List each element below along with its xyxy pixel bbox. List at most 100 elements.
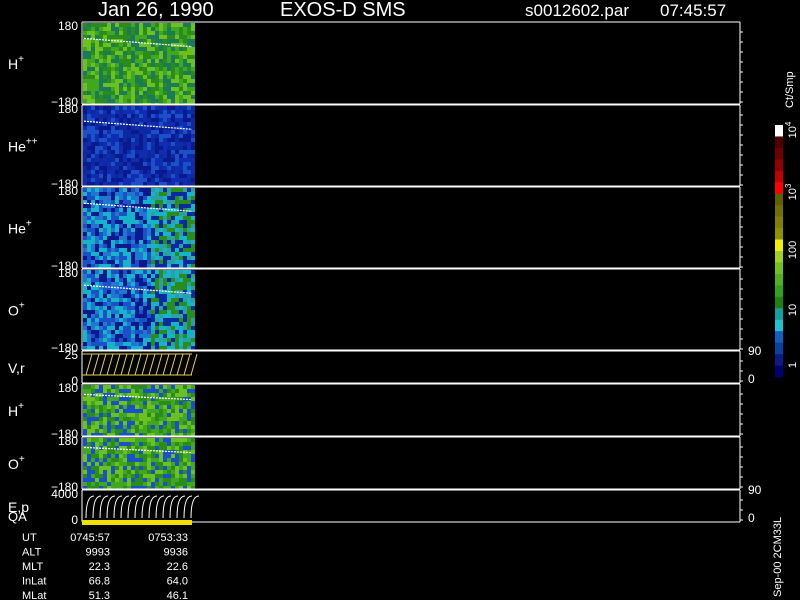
spectrogram-cell [191, 466, 195, 470]
spectrogram-cell [87, 170, 91, 174]
spectrogram-cell [187, 79, 191, 83]
spectrogram-cell [191, 318, 195, 322]
spectrogram-cell [95, 442, 99, 446]
spectrogram-cell [191, 208, 195, 212]
spectrogram-cell [183, 282, 187, 286]
spectrogram-cell [95, 310, 99, 314]
spectrogram-cell [159, 212, 163, 216]
spectrogram-cell [111, 393, 115, 397]
spectrogram-cell [155, 154, 159, 158]
spectrogram-cell [123, 334, 127, 338]
spectrogram-cell [87, 110, 91, 114]
spectrogram-cell [163, 433, 167, 436]
spectrogram-cell [103, 342, 107, 346]
spectrogram-cell [115, 389, 119, 393]
spectrogram-cell [111, 478, 115, 482]
spectrogram-cell [127, 442, 131, 446]
spectrogram-cell [171, 326, 175, 330]
spectrogram-cell [187, 27, 191, 31]
spectrogram-cell [135, 482, 139, 486]
spectrogram-cell [175, 134, 179, 138]
spectrogram-cell [139, 421, 143, 425]
spectrogram-cell [115, 478, 119, 482]
spectrogram-cell [131, 346, 135, 350]
spectrogram-cell [91, 236, 95, 240]
spectrogram-cell [183, 138, 187, 142]
spectrogram-cell [95, 138, 99, 142]
spectrogram-cell [87, 438, 91, 442]
spectrogram-cell [131, 87, 135, 91]
spectrogram-cell [187, 188, 191, 192]
spectrogram-cell [187, 240, 191, 244]
spectrogram-cell [95, 413, 99, 417]
velocity-trace [106, 353, 114, 376]
spectrogram-cell [107, 39, 111, 43]
spectrogram-cell [103, 389, 107, 393]
spectrogram-cell [135, 55, 139, 59]
spectrogram-cell [111, 166, 115, 170]
spectrogram-cell [155, 224, 159, 228]
spectrogram-cell [83, 306, 87, 310]
spectrogram-cell [107, 482, 111, 486]
spectrogram-cell [147, 224, 151, 228]
spectrogram-cell [183, 35, 187, 39]
spectrogram-cell [99, 346, 103, 350]
spectrogram-cell [87, 55, 91, 59]
spectrogram-cell [123, 126, 127, 130]
spectrogram-cell [187, 393, 191, 397]
spectrogram-cell [175, 346, 179, 350]
spectrogram-cell [147, 71, 151, 75]
spectrogram-cell [91, 470, 95, 474]
spectrogram-cell [167, 170, 171, 174]
spectrogram-cell [111, 409, 115, 413]
spectrogram-cell [155, 433, 159, 436]
spectrogram-cell [167, 322, 171, 326]
spectrogram-cell [103, 87, 107, 91]
spectrogram-cell [119, 290, 123, 294]
spectrogram-cell [175, 114, 179, 118]
spectrogram-cell [187, 330, 191, 334]
spectrogram-cell [107, 342, 111, 346]
spectrogram-cell [115, 240, 119, 244]
spectrogram-cell [143, 91, 147, 95]
spectrogram-cell [179, 200, 183, 204]
spectrogram-cell [147, 318, 151, 322]
spectrogram-cell [155, 146, 159, 150]
spectrogram-cell [83, 182, 87, 186]
spectrogram-cell [139, 55, 143, 59]
spectrogram-cell [119, 282, 123, 286]
spectrogram-cell [167, 228, 171, 232]
spectrogram-cell [115, 322, 119, 326]
spectrogram-cell [187, 286, 191, 290]
spectrogram-cell [183, 134, 187, 138]
spectrogram-cell [91, 99, 95, 103]
spectrogram-cell [107, 174, 111, 178]
spectrogram-cell [147, 425, 151, 429]
spectrogram-cell [159, 278, 163, 282]
spectrogram-cell [95, 200, 99, 204]
spectrogram-cell [143, 482, 147, 486]
spectrogram-cell [175, 178, 179, 182]
spectrogram-cell [115, 126, 119, 130]
spectrogram-cell [159, 252, 163, 256]
spectrogram-cell [131, 462, 135, 466]
spectrogram-cell [155, 208, 159, 212]
spectrogram-cell [179, 334, 183, 338]
spectrogram-cell [83, 170, 87, 174]
spectrogram-cell [163, 429, 167, 433]
spectrogram-cell [87, 99, 91, 103]
spectrogram-cell [87, 322, 91, 326]
spectrogram-cell [127, 118, 131, 122]
spectrogram-cell [147, 486, 151, 489]
spectrogram-cell [123, 228, 127, 232]
spectrogram-cell [91, 83, 95, 87]
spectrogram-cell [147, 401, 151, 405]
spectrogram-cell [95, 260, 99, 264]
spectrogram-cell [127, 43, 131, 47]
colorbar-unit: Ct/Smp [784, 71, 796, 108]
bottom-tick: −180 [51, 480, 78, 494]
spectrogram-cell [171, 330, 175, 334]
spectrogram-cell [191, 224, 195, 228]
spectrogram-cell [83, 470, 87, 474]
spectrogram-cell [123, 318, 127, 322]
